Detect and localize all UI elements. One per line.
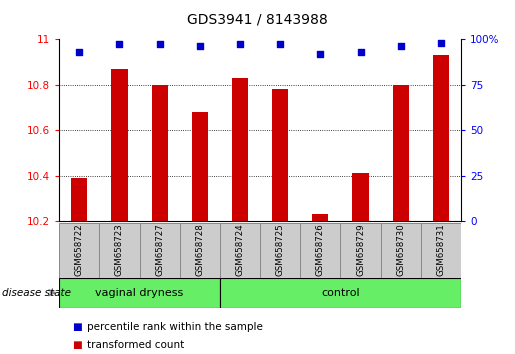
Bar	[71, 178, 88, 221]
Text: GSM658723: GSM658723	[115, 223, 124, 276]
Point	[156, 41, 164, 47]
Text: transformed count: transformed count	[87, 340, 184, 350]
Text: GSM658728: GSM658728	[195, 223, 204, 276]
Point	[115, 41, 124, 47]
Text: disease state: disease state	[2, 288, 71, 298]
Bar	[392, 85, 409, 221]
Text: GSM658726: GSM658726	[316, 223, 325, 276]
Point	[276, 41, 284, 47]
Bar	[352, 173, 369, 221]
Bar	[312, 215, 329, 221]
Point	[437, 40, 445, 45]
Point	[397, 44, 405, 49]
Bar	[433, 55, 449, 221]
Bar	[59, 278, 220, 308]
Bar	[421, 223, 461, 278]
Text: GSM658729: GSM658729	[356, 223, 365, 276]
Bar	[220, 223, 260, 278]
Bar	[140, 223, 180, 278]
Text: GDS3941 / 8143988: GDS3941 / 8143988	[187, 12, 328, 27]
Point	[356, 49, 365, 55]
Bar	[151, 85, 168, 221]
Bar	[59, 223, 99, 278]
Text: control: control	[321, 288, 359, 298]
Text: ■: ■	[72, 322, 82, 332]
Bar	[99, 223, 140, 278]
Text: vaginal dryness: vaginal dryness	[95, 288, 184, 298]
Text: GSM658727: GSM658727	[155, 223, 164, 276]
Bar	[220, 278, 461, 308]
Point	[196, 44, 204, 49]
Text: GSM658722: GSM658722	[75, 223, 84, 276]
Bar	[260, 223, 300, 278]
Point	[236, 41, 244, 47]
Text: GSM658725: GSM658725	[276, 223, 285, 276]
Text: GSM658730: GSM658730	[396, 223, 405, 276]
Bar	[300, 223, 340, 278]
Bar	[192, 112, 208, 221]
Bar	[180, 223, 220, 278]
Bar	[272, 89, 288, 221]
Point	[316, 51, 324, 56]
Text: GSM658731: GSM658731	[436, 223, 445, 276]
Text: percentile rank within the sample: percentile rank within the sample	[87, 322, 263, 332]
Text: ■: ■	[72, 340, 82, 350]
Bar	[340, 223, 381, 278]
Text: GSM658724: GSM658724	[235, 223, 245, 276]
Bar	[381, 223, 421, 278]
Bar	[111, 69, 128, 221]
Bar	[232, 78, 248, 221]
Point	[75, 49, 83, 55]
